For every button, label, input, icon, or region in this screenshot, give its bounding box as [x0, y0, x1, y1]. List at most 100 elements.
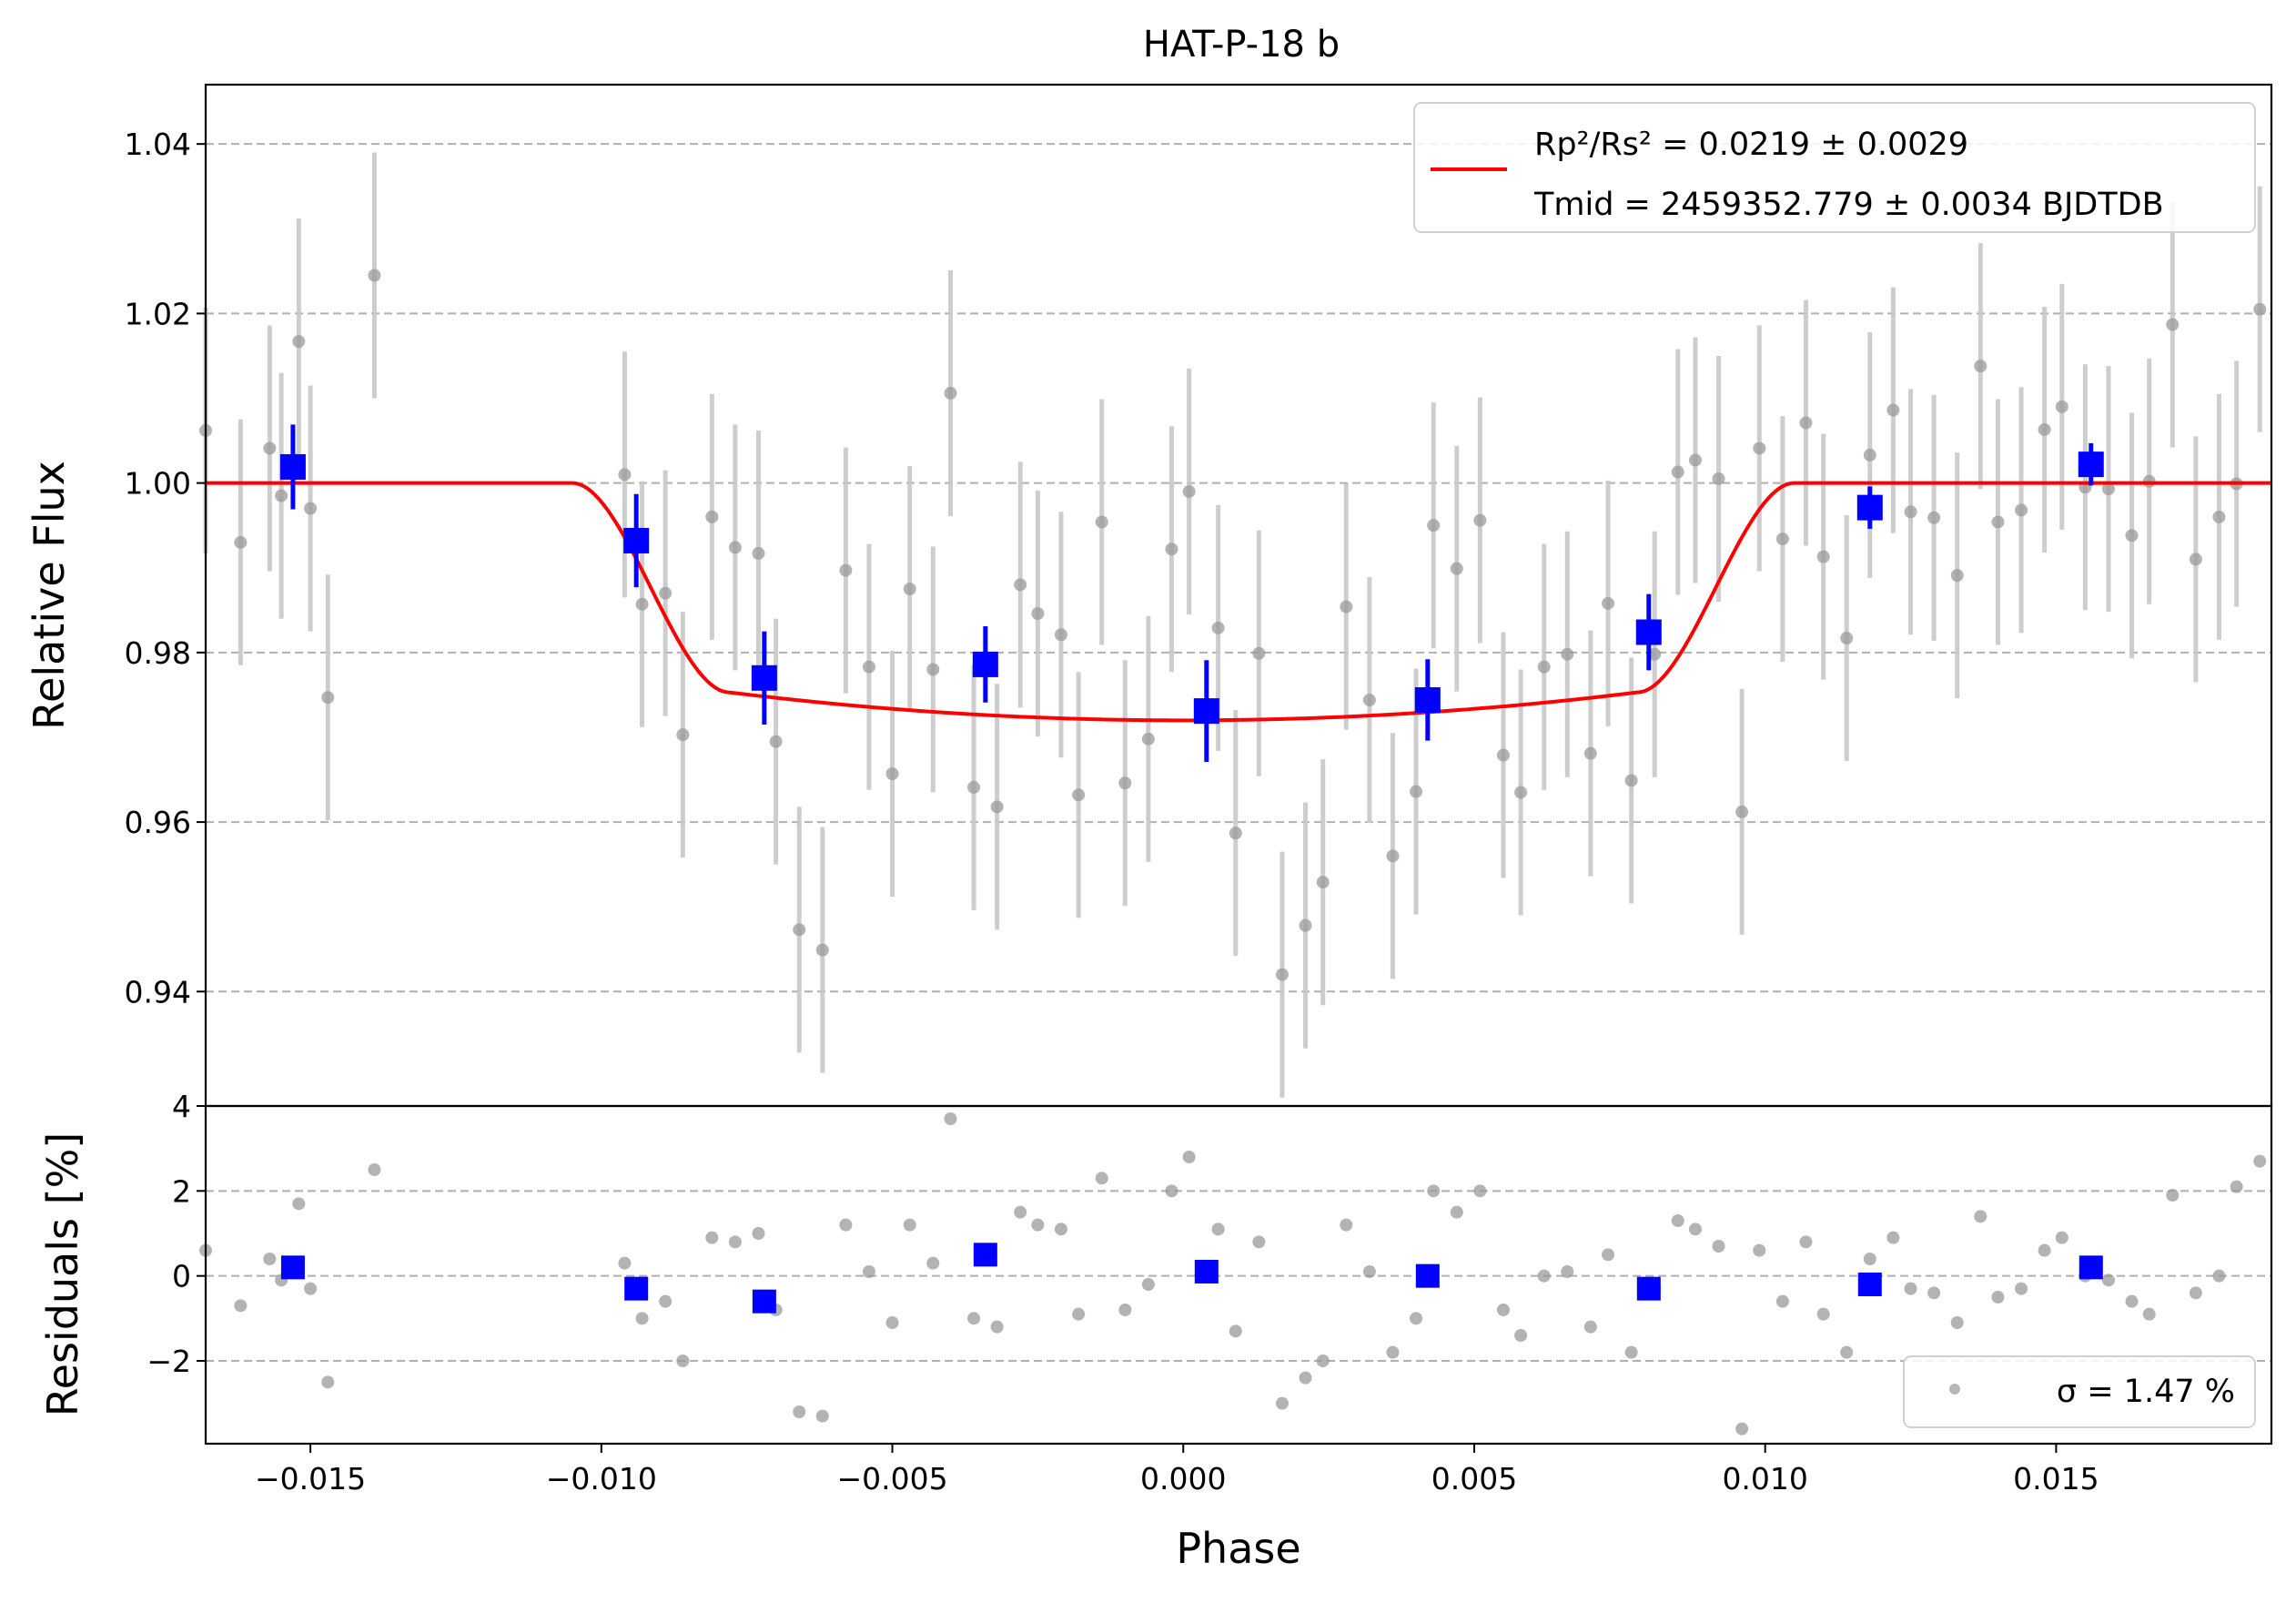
- raw-point: [1072, 788, 1086, 802]
- residual-point: [1340, 1218, 1353, 1232]
- binned-point: [279, 453, 306, 480]
- residual-point: [1410, 1312, 1423, 1325]
- residual-point: [659, 1294, 673, 1308]
- raw-point: [815, 943, 829, 957]
- raw-point: [903, 583, 916, 596]
- binned-point: [2078, 451, 2104, 478]
- raw-point: [1775, 533, 1789, 546]
- residual-point: [2038, 1243, 2051, 1257]
- residual-point: [1799, 1235, 1813, 1249]
- residual-point: [1583, 1320, 1597, 1334]
- raw-point: [1840, 632, 1854, 645]
- top-y-ticks: 0.94 0.96 0.98 1.00 1.02 1.04: [125, 127, 206, 1009]
- residual-point: [2055, 1231, 2068, 1244]
- raw-point: [263, 441, 277, 455]
- raw-point: [2189, 553, 2202, 566]
- raw-point: [1054, 628, 1067, 642]
- raw-point: [1974, 360, 1988, 373]
- residual-point: [1735, 1422, 1749, 1436]
- residual-point: [903, 1218, 916, 1232]
- top-legend-tmid-text: Tmid = 2459352.779 ± 0.0034 BJDTDB: [1533, 187, 2164, 223]
- raw-point: [1712, 472, 1725, 485]
- top-y-tick-label: 0.96: [125, 805, 191, 840]
- binned-residual-point: [1194, 1260, 1219, 1283]
- residual-point: [1275, 1396, 1289, 1410]
- residual-point: [1624, 1345, 1638, 1359]
- bottom-y-ticks: −2 0 2 4: [147, 1089, 206, 1379]
- residual-point: [1427, 1184, 1441, 1198]
- binned-point: [1414, 686, 1441, 713]
- raw-point: [1735, 805, 1749, 818]
- residual-point: [635, 1312, 649, 1325]
- residual-point: [263, 1253, 277, 1265]
- raw-point: [1229, 827, 1242, 840]
- raw-point: [234, 535, 248, 549]
- residual-point: [1182, 1151, 1196, 1163]
- residual-point: [618, 1256, 632, 1270]
- x-tick-label: 0.005: [1431, 1461, 1517, 1496]
- binned-point: [1856, 494, 1883, 521]
- residual-point: [1362, 1265, 1376, 1278]
- residual-point: [2142, 1307, 2156, 1321]
- top-binned-points: [279, 424, 2104, 762]
- raw-point: [1362, 693, 1376, 706]
- raw-point: [1427, 519, 1441, 533]
- residual-point: [1473, 1184, 1487, 1198]
- raw-point: [2015, 503, 2028, 517]
- raw-point: [793, 923, 806, 937]
- residual-point: [321, 1375, 335, 1389]
- binned-residual-point: [2079, 1255, 2103, 1280]
- residual-point: [815, 1409, 829, 1423]
- residual-point: [944, 1112, 957, 1125]
- bottom-y-tick-label: 4: [172, 1089, 191, 1124]
- residual-point: [2101, 1273, 2115, 1287]
- raw-point: [368, 269, 381, 282]
- binned-residual-point: [280, 1255, 305, 1280]
- bottom-binned-points: [280, 1243, 2103, 1314]
- raw-point: [1671, 465, 1684, 479]
- raw-point: [728, 541, 742, 554]
- bottom-y-tick-label: 2: [172, 1173, 191, 1209]
- residual-point: [1299, 1371, 1312, 1385]
- residual-point: [705, 1231, 719, 1244]
- raw-point: [1927, 511, 1941, 524]
- top-y-axis-label: Relative Flux: [25, 461, 74, 730]
- residual-point: [1014, 1205, 1027, 1219]
- raw-point: [1799, 416, 1813, 430]
- residual-point: [967, 1312, 981, 1325]
- residual-point: [1252, 1235, 1266, 1249]
- residual-point: [1561, 1265, 1574, 1278]
- bottom-legend-sigma-text: σ = 1.47 %: [2057, 1374, 2235, 1410]
- top-legend-rp-text: Rp²/Rs² = 0.0219 ± 0.0029: [1534, 127, 1968, 163]
- transit-model-line: [206, 481, 2271, 723]
- bottom-legend-marker: [1949, 1384, 1960, 1395]
- residual-point: [2212, 1269, 2226, 1283]
- binned-point: [751, 665, 777, 691]
- raw-point: [2253, 302, 2267, 316]
- residual-point: [1072, 1307, 1086, 1321]
- residual-point: [885, 1316, 899, 1329]
- raw-point: [618, 468, 632, 482]
- bottom-raw-points: [199, 1112, 2267, 1436]
- raw-point: [1991, 515, 2005, 529]
- raw-point: [1211, 621, 1225, 634]
- residual-point: [1537, 1269, 1551, 1283]
- residual-point: [2189, 1286, 2202, 1300]
- raw-point: [705, 510, 719, 523]
- raw-point: [2055, 400, 2068, 413]
- residual-point: [2253, 1154, 2267, 1168]
- raw-point: [2212, 510, 2226, 523]
- residual-point: [1712, 1240, 1725, 1253]
- residual-point: [1229, 1324, 1242, 1338]
- raw-point: [2166, 318, 2180, 331]
- bottom-legend: σ = 1.47 %: [1903, 1355, 2256, 1428]
- raw-point: [1514, 786, 1528, 799]
- raw-point: [769, 735, 783, 748]
- top-y-tick-label: 0.98: [125, 635, 191, 671]
- residual-point: [1316, 1354, 1330, 1367]
- residual-point: [2230, 1180, 2243, 1193]
- residual-point: [1991, 1291, 2005, 1304]
- raw-point: [1095, 515, 1108, 529]
- raw-point: [659, 586, 673, 600]
